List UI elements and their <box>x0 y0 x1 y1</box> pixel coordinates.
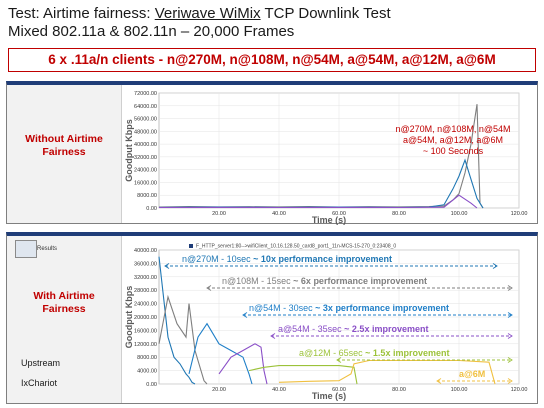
arrow-head-right <box>507 333 513 339</box>
y-tick-label: 24000.00 <box>134 168 157 174</box>
x-tick-label: 120.00 <box>511 387 528 393</box>
y-tick-label: 4000.00 <box>137 369 157 375</box>
x-tick-label: 40.00 <box>272 211 286 217</box>
y-axis-label: Goodput Kbps <box>124 119 134 182</box>
y-tick-label: 72000.00 <box>134 91 157 97</box>
annotation-line-2: a@54M, a@12M, a@6M <box>403 135 503 145</box>
x-tick-label: 40.00 <box>272 387 286 393</box>
x-tick-label: 80.00 <box>392 211 406 217</box>
x-tick-label: 20.00 <box>212 387 226 393</box>
improvement-annotation-6: a@6M <box>459 369 485 379</box>
y-tick-label: 8000.00 <box>137 193 157 199</box>
panel-without-fairness: Without Airtime Fairness 0.00 8000.00 1600… <box>6 81 538 225</box>
improvement-annotation-1: n@270M - 10sec ~ 10x performance improve… <box>182 254 392 264</box>
arrow-head-right <box>492 263 498 269</box>
annotation-line-3: ~ 100 Seconds <box>423 146 484 156</box>
improvement-annotation-3: n@54M - 30sec ~ 3x performance improveme… <box>249 303 449 313</box>
series-line-2 <box>158 294 208 385</box>
x-tick-label: 120.00 <box>511 211 528 217</box>
side-note-upstream: Upstream <box>21 358 61 368</box>
y-tick-label: 28000.00 <box>134 288 157 294</box>
slide-title-line1: Test: Airtime fairness: Veriwave WiMix T… <box>8 5 391 23</box>
arrow-head-right <box>507 312 513 318</box>
arrow-head-right <box>507 285 513 291</box>
y-tick-label: 24000.00 <box>134 302 157 308</box>
annotation-line-1: n@270M, n@108M, n@54M <box>396 124 511 134</box>
x-tick-label: 60.00 <box>332 387 346 393</box>
arrow-head-left <box>206 285 212 291</box>
vendor-link: Veriwave WiMix <box>154 5 261 22</box>
chart-with-fairness: 0.00 4000.00 8000.00 12000.00 16000.00 20000.… <box>124 244 528 402</box>
y-tick-label: 8000.00 <box>137 355 157 361</box>
y-tick-label: 0.00 <box>146 206 157 212</box>
y-tick-label: 48000.00 <box>134 129 157 135</box>
arrow-head-right <box>507 378 513 384</box>
series-line-1 <box>158 256 196 385</box>
series-line-3 <box>188 322 253 385</box>
y-tick-label: 16000.00 <box>134 328 157 334</box>
y-tick-label: 12000.00 <box>134 342 157 348</box>
panel2-sidebar: Results With Airtime Fairness Upstream I… <box>7 236 122 403</box>
x-axis-label: Time (s) <box>312 391 346 401</box>
panel1-label-line1: Without Airtime <box>25 133 103 145</box>
y-tick-label: 40000.00 <box>134 142 157 148</box>
arrow-head-left <box>436 378 442 384</box>
series-line-3 <box>158 194 478 209</box>
improvement-annotation-4: a@54M - 35sec ~ 2.5x improvement <box>278 324 428 334</box>
title-suffix: TCP Downlink Test <box>260 5 391 22</box>
slide-title-line2: Mixed 802.11a & 802.11n – 20,000 Frames <box>8 23 295 40</box>
series-line-6 <box>278 359 496 385</box>
y-tick-label: 40000.00 <box>134 248 157 254</box>
side-note-ixchariot: IxChariot <box>21 378 58 388</box>
series-line-5 <box>248 365 358 385</box>
panel2-label-line2: Fairness <box>42 303 86 315</box>
legend-entry: F_HTTP_server1:80-->wifiClient_10.16.128… <box>196 244 396 250</box>
x-tick-label: 100.00 <box>451 387 468 393</box>
clients-banner: 6 x .11a/n clients - n@270M, n@108M, n@5… <box>8 48 536 72</box>
legend-swatch <box>189 244 193 248</box>
y-tick-label: 20000.00 <box>134 315 157 321</box>
panel1-sidebar: Without Airtime Fairness <box>7 85 122 223</box>
arrow-head-left <box>336 357 342 363</box>
y-tick-label: 36000.00 <box>134 261 157 267</box>
y-tick-label: 16000.00 <box>134 180 157 186</box>
x-tick-label: 20.00 <box>212 211 226 217</box>
improvement-annotation-2: n@108M - 15sec ~ 6x performance improvem… <box>222 276 427 286</box>
x-tick-label: 60.00 <box>332 211 346 217</box>
y-tick-label: 32000.00 <box>134 155 157 161</box>
series-line-4 <box>218 343 268 385</box>
x-tick-label: 80.00 <box>392 387 406 393</box>
chart-without-fairness: 0.00 8000.00 16000.00 24000.00 32000.00 40000… <box>124 91 528 225</box>
panel1-label-line2: Fairness <box>42 146 86 158</box>
results-icon[interactable] <box>15 240 37 258</box>
arrow-head-left <box>270 333 276 339</box>
y-tick-label: 0.00 <box>146 382 157 388</box>
panel-with-fairness: Results With Airtime Fairness Upstream I… <box>6 232 538 404</box>
results-label: Results <box>37 246 58 252</box>
arrow-head-left <box>242 312 248 318</box>
improvement-annotation-5: a@12M - 65sec ~ 1.5x improvement <box>299 348 449 358</box>
x-tick-label: 100.00 <box>451 211 468 217</box>
y-tick-label: 32000.00 <box>134 275 157 281</box>
arrow-head-right <box>507 357 513 363</box>
arrow-head-left <box>164 263 170 269</box>
y-tick-label: 64000.00 <box>134 104 157 110</box>
panel2-label-line1: With Airtime <box>33 290 95 302</box>
y-axis-label: Goodput Kbps <box>124 286 134 349</box>
x-axis-label: Time (s) <box>312 215 346 225</box>
y-tick-label: 56000.00 <box>134 117 157 123</box>
title-prefix: Test: Airtime fairness: <box>8 5 155 22</box>
